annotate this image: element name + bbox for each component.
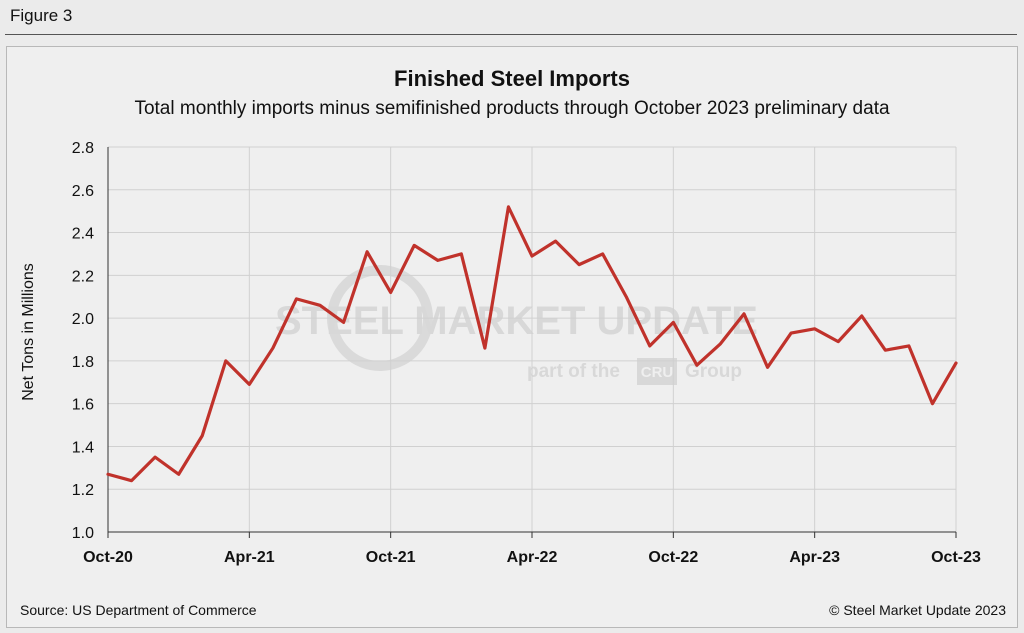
y-tick-label: 2.2 (72, 268, 94, 285)
watermark-tagline-post: Group (685, 361, 742, 382)
chart-title: Finished Steel Imports (394, 66, 630, 91)
y-axis-label: Net Tons in Millions (20, 263, 37, 401)
y-tick-label: 1.2 (72, 482, 94, 499)
chart-subtitle: Total monthly imports minus semifinished… (134, 98, 890, 119)
figure-label: Figure 3 (10, 6, 73, 25)
axes (107, 147, 957, 538)
copyright-note: © Steel Market Update 2023 (829, 602, 1006, 618)
x-tick-label: Apr-21 (224, 549, 275, 566)
y-tick-label: 1.8 (72, 354, 94, 371)
x-tick-label: Oct-20 (83, 549, 133, 566)
gridlines (108, 146, 956, 532)
series-line-finished-steel-imports (106, 205, 958, 483)
x-tick-label: Apr-22 (507, 549, 558, 566)
x-tick-labels: Oct-20 Apr-21 Oct-21 Apr-22 Oct-22 Apr-23 Oct-… (83, 549, 981, 566)
watermark-logo-box (637, 358, 677, 385)
x-tick-label: Oct-22 (648, 549, 698, 566)
y-tick-label: 1.0 (72, 525, 94, 542)
x-tick-label: Oct-23 (931, 549, 981, 566)
chart-panel (6, 46, 1018, 628)
y-tick-label: 2.4 (72, 226, 94, 243)
y-tick-label: 2.0 (72, 311, 94, 328)
y-tick-labels: 1.0 1.2 1.4 1.6 1.8 2.0 2.2 2.4 2.6 2.8 (72, 140, 94, 542)
figure-divider (5, 34, 1017, 35)
x-tick-label: Oct-21 (366, 549, 416, 566)
watermark-logo: CRU (641, 364, 674, 381)
y-tick-label: 1.6 (72, 397, 94, 414)
watermark-tagline-pre: part of the (527, 361, 620, 382)
watermark-brand: STEEL MARKET UPDATE (275, 299, 758, 343)
watermark: STEEL MARKET UPDATE part of the CRU Grou… (275, 265, 758, 385)
y-tick-label: 2.6 (72, 183, 94, 200)
source-note: Source: US Department of Commerce (20, 602, 257, 618)
y-tick-label: 2.8 (72, 140, 94, 157)
y-tick-label: 1.4 (72, 439, 94, 456)
x-tick-label: Apr-23 (789, 549, 840, 566)
